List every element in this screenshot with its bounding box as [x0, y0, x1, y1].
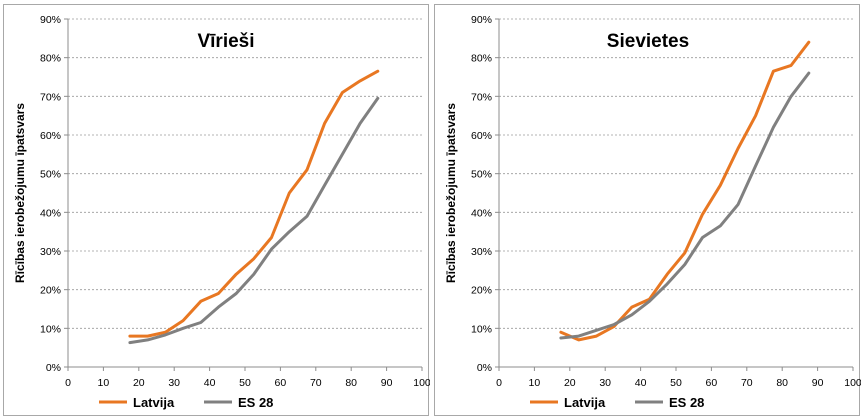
x-tick-label: 80 [776, 377, 788, 389]
y-tick-label: 80% [471, 53, 492, 65]
x-tick-label: 30 [168, 377, 180, 389]
chart-men: 0% 10% 20% 30% 40% 50% 60% 70% 80% 90% 0 10 20 30 40 50… [13, 14, 430, 410]
x-tick-label: 10 [98, 377, 110, 389]
y-tick-label: 40% [40, 207, 61, 219]
chart-title: Vīrieši [197, 31, 254, 52]
legend-label: ES 28 [238, 395, 273, 410]
y-tick-label: 90% [471, 14, 492, 26]
y-tick-label: 0% [46, 362, 61, 374]
x-tick-label: 80 [345, 377, 357, 389]
y-tick-label: 80% [40, 53, 61, 65]
x-tick-label: 0 [496, 377, 502, 389]
y-tick-label: 60% [471, 130, 492, 142]
series-line-latvija [559, 40, 811, 342]
x-tick-label: 50 [239, 377, 251, 389]
y-tick-label: 20% [471, 285, 492, 297]
y-tick-label: 0% [477, 362, 492, 374]
y-tick-label: 10% [471, 323, 492, 335]
y-tick-label: 30% [471, 246, 492, 258]
x-tick-label: 50 [670, 377, 682, 389]
x-tick-label: 70 [741, 377, 753, 389]
x-tick-label: 40 [204, 377, 216, 389]
y-tick-label: 60% [40, 130, 61, 142]
y-axis-title: Rīcības ierobežojumu īpatsvars [444, 103, 458, 283]
legend-label: Latvija [133, 395, 175, 410]
x-tick-label: 30 [599, 377, 611, 389]
legend-label: Latvija [564, 395, 606, 410]
y-axis-title: Rīcības ierobežojumu īpatsvars [13, 103, 27, 283]
y-tick-label: 50% [471, 169, 492, 181]
y-tick-label: 20% [40, 285, 61, 297]
y-tick-label: 30% [40, 246, 61, 258]
x-tick-label: 40 [635, 377, 647, 389]
x-tick-label: 20 [564, 377, 576, 389]
x-tick-label: 100 [413, 377, 430, 389]
chart-title: Sievietes [607, 31, 689, 52]
x-tick-label: 90 [812, 377, 824, 389]
chart-panel-women: 0% 10% 20% 30% 40% 50% 60% 70% 80% 90% 0 10 20 30 40 50… [434, 4, 861, 416]
x-tick-label: 60 [275, 377, 287, 389]
chart-panel-men: 0% 10% 20% 30% 40% 50% 60% 70% 80% 90% 0 10 20 30 40 50… [3, 4, 430, 416]
legend-label: ES 28 [669, 395, 704, 410]
series-line-es28 [559, 71, 811, 340]
y-tick-label: 40% [471, 207, 492, 219]
y-tick-label: 10% [40, 323, 61, 335]
x-tick-label: 0 [65, 377, 71, 389]
x-tick-label: 10 [529, 377, 541, 389]
y-tick-label: 50% [40, 169, 61, 181]
x-tick-label: 70 [310, 377, 322, 389]
series-line-latvija [128, 69, 380, 338]
chart-women: 0% 10% 20% 30% 40% 50% 60% 70% 80% 90% 0 10 20 30 40 50… [444, 14, 861, 410]
x-tick-label: 20 [133, 377, 145, 389]
y-tick-label: 70% [471, 91, 492, 103]
y-tick-label: 70% [40, 91, 61, 103]
y-tick-label: 90% [40, 14, 61, 26]
x-tick-label: 100 [844, 377, 861, 389]
x-tick-label: 60 [706, 377, 718, 389]
series-line-es28 [128, 96, 380, 345]
x-tick-label: 90 [381, 377, 393, 389]
